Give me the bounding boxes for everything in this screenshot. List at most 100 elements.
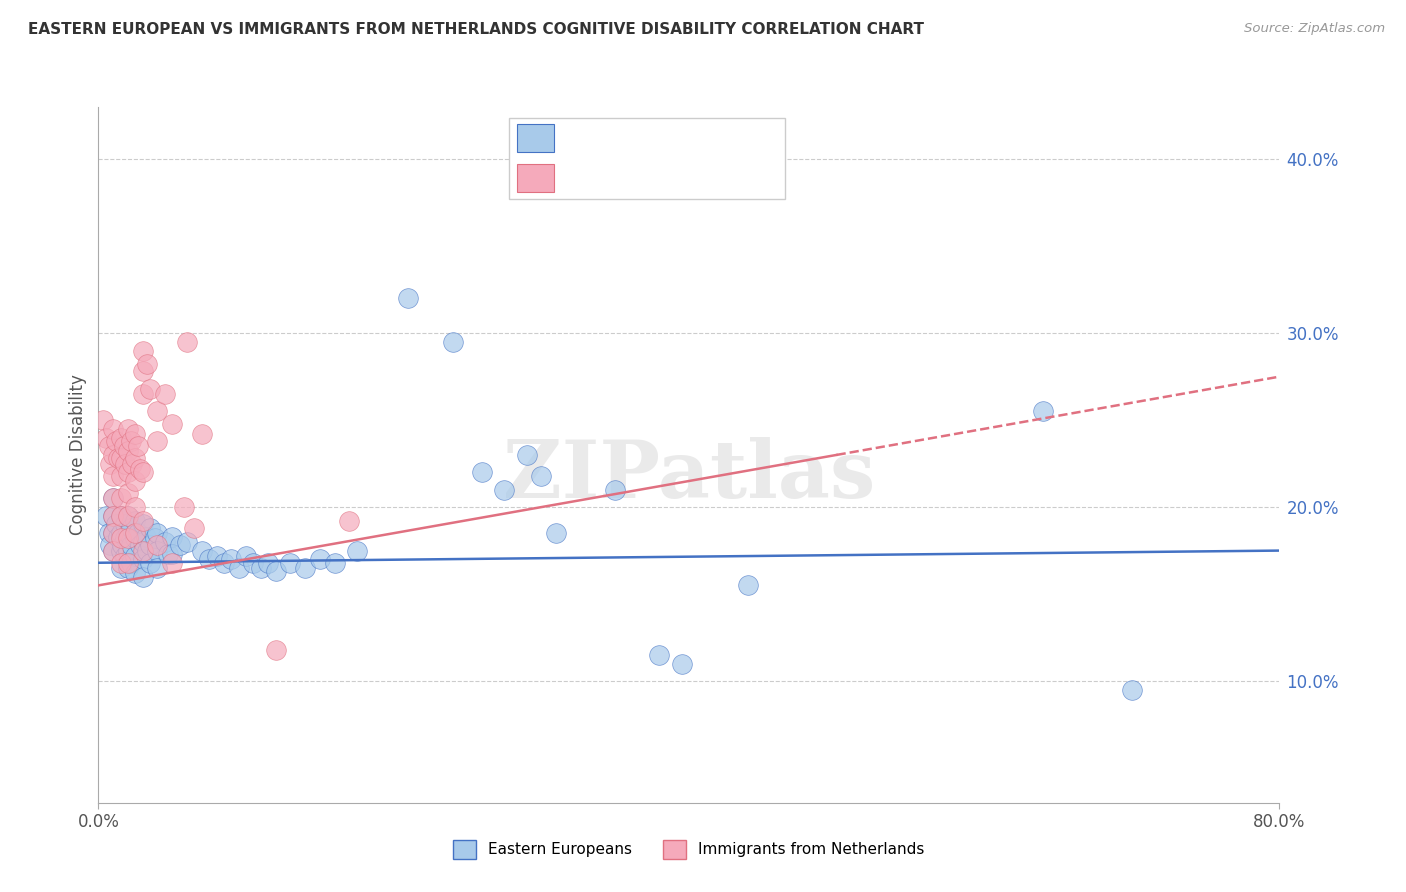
Point — [124, 549, 146, 563]
Point — [257, 556, 280, 570]
Point — [169, 538, 191, 552]
Point — [139, 521, 162, 535]
Point — [396, 291, 419, 305]
Point — [124, 451, 146, 466]
Point — [124, 526, 146, 541]
Point — [173, 500, 195, 514]
Point — [110, 468, 132, 483]
Bar — [517, 124, 554, 153]
Point — [107, 451, 129, 466]
Point — [103, 543, 125, 558]
Point — [264, 642, 287, 657]
Point — [103, 448, 125, 462]
Y-axis label: Cognitive Disability: Cognitive Disability — [69, 375, 87, 535]
Point — [110, 561, 132, 575]
Point — [117, 422, 139, 436]
Point — [124, 500, 146, 514]
Text: R =: R = — [565, 128, 605, 146]
Point — [146, 526, 169, 541]
Point — [112, 439, 135, 453]
Point — [111, 538, 134, 552]
Point — [103, 491, 125, 506]
Point — [120, 556, 142, 570]
Point — [110, 430, 132, 444]
Point — [139, 556, 162, 570]
Point — [515, 448, 537, 462]
Point — [117, 508, 139, 523]
Point — [117, 486, 139, 500]
Point — [1032, 404, 1054, 418]
Point — [135, 530, 157, 544]
Text: EASTERN EUROPEAN VS IMMIGRANTS FROM NETHERLANDS COGNITIVE DISABILITY CORRELATION: EASTERN EUROPEAN VS IMMIGRANTS FROM NETH… — [28, 22, 924, 37]
Text: 0.148: 0.148 — [619, 169, 676, 186]
Point — [110, 451, 132, 466]
Point — [544, 526, 567, 541]
Point — [153, 387, 176, 401]
Point — [337, 514, 360, 528]
Point — [309, 552, 332, 566]
Bar — [517, 164, 554, 192]
Point — [132, 514, 155, 528]
Point — [146, 538, 169, 552]
Point — [132, 569, 155, 583]
Point — [124, 514, 146, 528]
Point — [494, 483, 516, 497]
Point — [183, 521, 205, 535]
Point — [110, 526, 132, 541]
Point — [94, 430, 117, 444]
Point — [153, 534, 176, 549]
Point — [103, 468, 125, 483]
Point — [162, 530, 183, 544]
Text: ZIPatlas: ZIPatlas — [503, 437, 875, 515]
Point — [648, 648, 671, 662]
Point — [278, 556, 302, 570]
Point — [97, 526, 120, 541]
Point — [671, 657, 693, 671]
Point — [132, 552, 155, 566]
Point — [94, 508, 117, 523]
Point — [205, 549, 228, 563]
Point — [146, 434, 169, 448]
Point — [136, 543, 159, 558]
Point — [110, 491, 132, 506]
Point — [132, 364, 155, 378]
Text: N =: N = — [683, 169, 723, 186]
Point — [120, 521, 142, 535]
Point — [124, 474, 146, 488]
Point — [117, 444, 139, 458]
Point — [156, 547, 179, 561]
Point — [132, 343, 155, 358]
Point — [124, 532, 146, 546]
Point — [1121, 682, 1143, 697]
Point — [117, 508, 139, 523]
Point — [97, 439, 120, 453]
Text: R =: R = — [565, 169, 605, 186]
Point — [132, 517, 155, 532]
Text: 69: 69 — [731, 128, 756, 146]
Point — [132, 543, 155, 558]
Point — [471, 466, 494, 480]
Point — [219, 552, 242, 566]
Point — [124, 566, 146, 581]
Point — [132, 387, 155, 401]
Point — [103, 508, 125, 523]
Point — [107, 530, 129, 544]
Point — [105, 434, 128, 448]
Point — [128, 462, 150, 476]
Point — [605, 483, 627, 497]
Point — [162, 547, 183, 561]
Point — [132, 534, 155, 549]
Point — [198, 552, 221, 566]
Point — [235, 549, 257, 563]
Point — [136, 358, 159, 372]
Point — [264, 565, 287, 579]
Point — [117, 532, 139, 546]
Point — [103, 422, 125, 436]
Point — [103, 526, 125, 541]
Point — [143, 532, 166, 546]
Point — [191, 427, 214, 442]
Point — [98, 538, 121, 552]
Text: N =: N = — [683, 128, 723, 146]
FancyBboxPatch shape — [509, 118, 785, 199]
Point — [120, 538, 142, 552]
